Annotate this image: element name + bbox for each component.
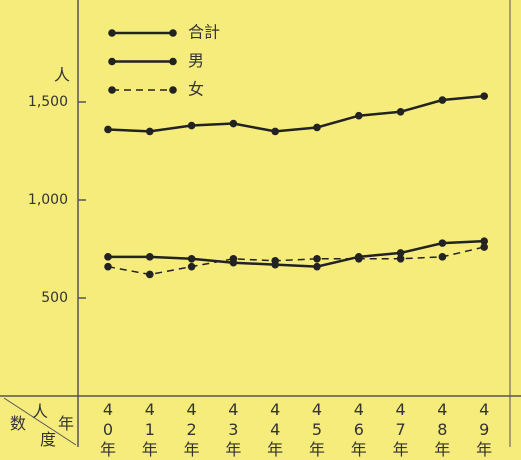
point: [438, 253, 447, 261]
y-tick-label: 1,000: [28, 192, 68, 208]
legend-label: 合計: [188, 23, 220, 42]
y-tick-label: 500: [41, 290, 68, 306]
point: [271, 256, 280, 265]
corner-diagonal: [3, 397, 77, 446]
point: [313, 123, 321, 132]
point: [480, 243, 489, 251]
legend-label: 男: [188, 51, 204, 70]
corner-text: 年: [58, 414, 75, 433]
x-tick-label: 46年: [350, 400, 367, 459]
legend-marker: [169, 57, 177, 66]
point: [438, 239, 447, 247]
point: [104, 125, 112, 134]
point: [396, 254, 405, 263]
y-tick-label: 1,500: [28, 94, 68, 110]
point: [271, 127, 280, 136]
series-line: [108, 239, 485, 268]
legend-marker: [108, 57, 116, 66]
point: [480, 92, 489, 100]
point: [187, 121, 196, 130]
point: [313, 254, 321, 263]
x-tick-label: 48年: [434, 400, 451, 459]
series-line: [107, 94, 485, 133]
corner-text: 度: [40, 430, 57, 449]
point: [438, 96, 447, 104]
x-tick-label: 42年: [183, 400, 200, 459]
x-tick-label: 40年: [99, 400, 116, 459]
corner-text: 人: [32, 402, 49, 421]
point: [313, 262, 321, 271]
point: [229, 119, 238, 128]
x-tick-label: 41年: [141, 400, 158, 459]
point: [355, 111, 363, 120]
point: [146, 127, 154, 136]
x-tick-label: 43年: [225, 400, 242, 459]
x-tick-label: 45年: [308, 400, 325, 459]
legend-marker: [169, 29, 177, 37]
x-tick-label: 44年: [267, 400, 284, 459]
point: [229, 254, 238, 263]
legend-label: 女: [188, 80, 204, 99]
point: [187, 254, 196, 263]
series-line: [107, 246, 485, 276]
legend-marker: [108, 86, 116, 94]
point: [355, 254, 363, 263]
point: [187, 262, 196, 271]
point: [104, 262, 112, 271]
legend-marker: [169, 86, 177, 94]
point: [480, 237, 489, 245]
point: [396, 108, 405, 116]
x-tick-label: 49年: [476, 400, 493, 459]
y-unit: 人: [54, 66, 70, 85]
x-tick-label: 47年: [392, 400, 409, 459]
legend-marker: [108, 29, 116, 37]
point: [104, 253, 112, 261]
corner-text: 数: [10, 414, 27, 433]
point: [396, 249, 405, 257]
point: [146, 253, 154, 261]
point: [146, 270, 154, 279]
